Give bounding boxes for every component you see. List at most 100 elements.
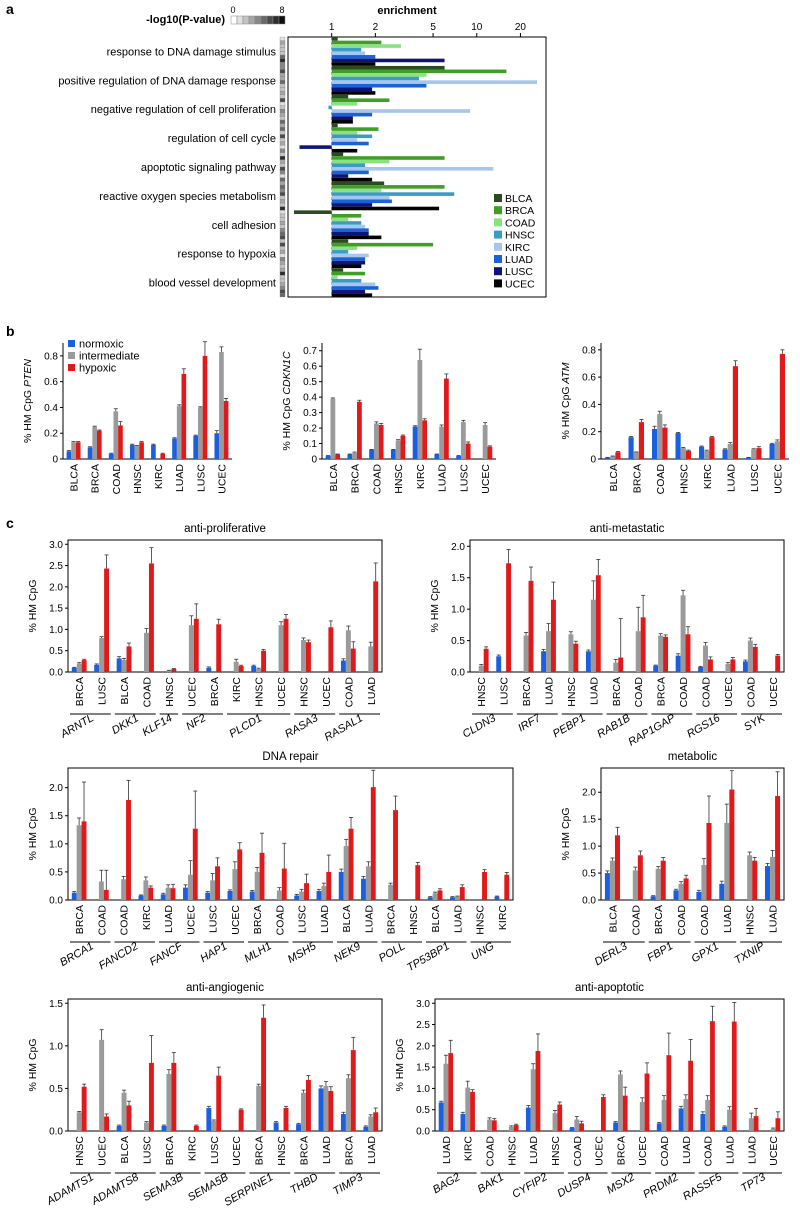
plot-frame (67, 539, 383, 673)
y-tick-label: 3.0 (49, 540, 63, 551)
bar-intermediate (748, 1118, 754, 1131)
y-tick-label: 2.0 (451, 542, 465, 553)
bar-normoxic (569, 1128, 575, 1131)
bar-hypoxic (139, 442, 144, 459)
bar-hypoxic (618, 657, 624, 672)
gene-label: NF2 (184, 712, 208, 733)
plot-frame (67, 998, 383, 1132)
bar-intermediate (256, 669, 262, 672)
y-tick-label: 1.5 (49, 999, 63, 1010)
bar-intermediate (76, 1112, 82, 1131)
enrichment-bar (331, 167, 494, 171)
category-label: KIRC (415, 464, 427, 490)
bar-intermediate (176, 406, 182, 459)
enrichment-bar (331, 293, 373, 297)
category-label: LUSC (208, 905, 220, 933)
bar-hypoxic (535, 1050, 541, 1131)
y-tick-label: 1.0 (49, 839, 63, 850)
pvalue-cell (279, 282, 286, 287)
bar-hypoxic (400, 435, 406, 459)
bar-normoxic (698, 446, 705, 459)
bar-normoxic (456, 455, 461, 459)
category-label: COAD (703, 1136, 715, 1167)
bar-intermediate (590, 599, 596, 672)
bar-intermediate (530, 1069, 536, 1131)
enrichment-bar (331, 239, 349, 243)
pvalue-cell (279, 239, 286, 244)
pvalue-cell (279, 109, 286, 113)
y-tick-label: 2.0 (416, 1041, 430, 1052)
bar-hypoxic (459, 887, 465, 900)
pvalue-cell (279, 195, 286, 200)
legend-swatch (68, 352, 75, 359)
legend-swatch (494, 206, 502, 215)
bar-intermediate (774, 441, 780, 459)
pvalue-cell (279, 101, 286, 106)
bar-hypoxic (283, 1108, 289, 1131)
enrichment-bar (331, 138, 358, 142)
bar-intermediate (701, 864, 707, 900)
legend-label: HNSC (505, 230, 535, 242)
enrichment-bar (331, 62, 376, 66)
enrichment-bar (331, 58, 445, 63)
enrichment-bar (331, 47, 362, 52)
category-label: HNSC (506, 1136, 518, 1166)
bar-hypoxic (350, 648, 356, 672)
bar-normoxic (450, 897, 455, 900)
gene-label: PLCD1 (227, 712, 264, 740)
category-label: LUAD (319, 905, 331, 933)
category-label: BRCA (299, 1136, 311, 1165)
enrichment-bar (331, 188, 382, 193)
bar-normoxic (205, 892, 211, 900)
category-label: LUAD (724, 1136, 736, 1164)
gene-label: THBD (288, 1171, 320, 1196)
y-axis-label: % HM CpG (27, 579, 39, 632)
pvalue-cell (279, 221, 286, 225)
y-axis-label: % HM CpG (394, 1038, 406, 1091)
legend-swatch (494, 242, 502, 251)
bar-normoxic (206, 1108, 212, 1131)
legend-swatch (494, 279, 502, 288)
bar-hypoxic (685, 634, 691, 672)
y-tick-label: 0.5 (49, 646, 63, 657)
pvalue-cell (279, 202, 286, 207)
enrichment-bar (331, 91, 376, 95)
bar-normoxic (347, 454, 353, 459)
pvalue-cell (279, 44, 286, 48)
category-label: BRCA (386, 905, 398, 934)
enrichment-bar (331, 112, 373, 117)
bar-intermediate (574, 1119, 580, 1131)
bar-hypoxic (81, 1086, 87, 1131)
legend-swatch (494, 194, 502, 202)
bar-intermediate (680, 448, 686, 459)
bar-intermediate (683, 1099, 689, 1131)
gene-label: TP53BP1 (405, 940, 452, 974)
pvalue-cell (279, 224, 286, 229)
pvalue-cell (279, 80, 286, 85)
chart-title: anti-angiogenic (186, 982, 264, 994)
category-label: LUAD (544, 677, 556, 705)
y-tick-label: 0.5 (49, 1084, 63, 1095)
pvalue-cell (279, 141, 286, 146)
category-label: LUAD (725, 464, 737, 492)
enrichment-bar (331, 163, 366, 167)
pvalue-cell (279, 213, 286, 218)
pvalue-cell (279, 293, 286, 298)
category-label: BRCA (656, 677, 668, 706)
bar-hypoxic (326, 871, 332, 900)
x-tick-label: 20 (515, 22, 527, 33)
gene-label: PRDM2 (641, 1171, 680, 1201)
bar-hypoxic (660, 860, 666, 900)
enrichment-bar (331, 192, 455, 196)
category-label: LUAD (722, 905, 734, 933)
gene-label: BRCA1 (58, 940, 96, 969)
bar-hypoxic (81, 660, 87, 672)
bar-intermediate (388, 884, 394, 900)
y-axis-label: % HM CpG ATM (560, 362, 572, 439)
enrichment-bar (331, 228, 369, 232)
category-label: HNSC (745, 905, 757, 935)
bar-intermediate (99, 1039, 105, 1131)
bar-hypoxic (181, 373, 187, 459)
pvalue-cell (279, 134, 286, 139)
